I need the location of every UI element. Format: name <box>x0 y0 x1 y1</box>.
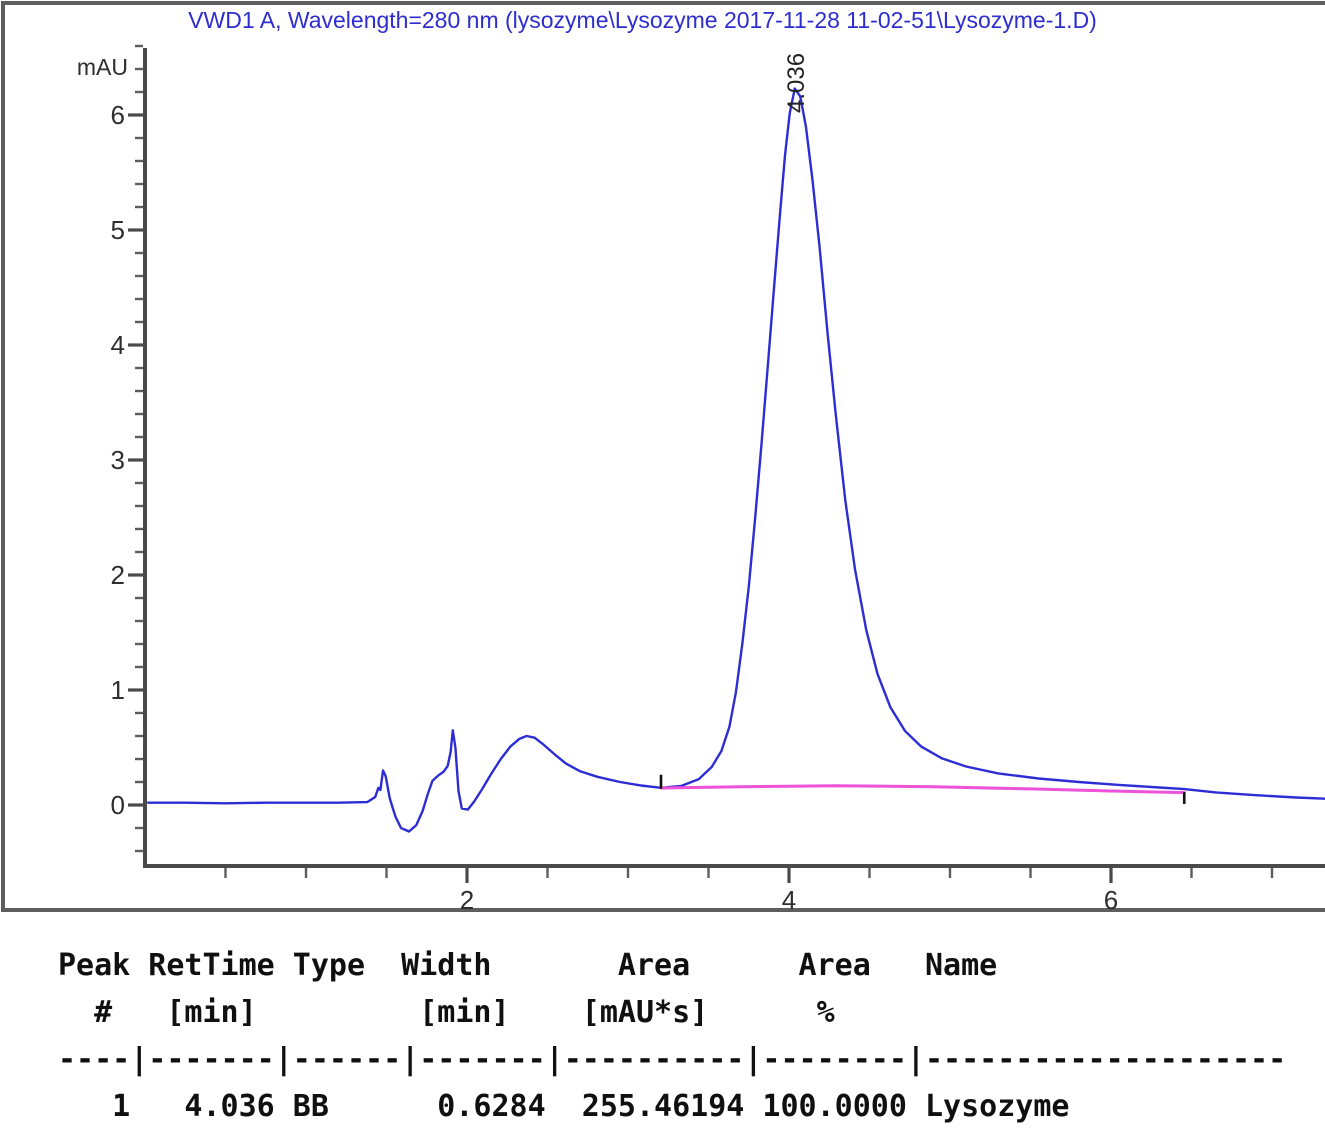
y-axis-tick-label: 5 <box>111 215 125 245</box>
x-axis-tick-label: 6 <box>1104 885 1118 915</box>
peak-retention-label: 4.036 <box>783 53 810 113</box>
peak-table-data-row: 1 4.036 BB 0.6284 255.46194 100.0000 Lys… <box>58 1089 1070 1124</box>
y-axis-tick-label: 0 <box>111 790 125 820</box>
chart-title: VWD1 A, Wavelength=280 nm (lysozyme\Lyso… <box>188 7 1097 33</box>
x-axis-tick-label: 2 <box>460 885 474 915</box>
chromatogram-plot: 0 1 2 3 4 5 6 2 4 6 4.036 <box>111 44 1325 915</box>
peak-table-header-row-1: Peak RetTime Type Width Area Area Name <box>58 948 998 983</box>
y-axis-tick-label: 2 <box>111 560 125 590</box>
y-axis-tick-label: 6 <box>111 100 125 130</box>
y-axis-tick-label: 3 <box>111 445 125 475</box>
integration-baseline <box>659 784 1186 795</box>
signal-trace <box>146 87 1325 833</box>
peak-table-header-row-2: # [min] [min] [mAU*s] % <box>58 995 835 1030</box>
y-axis-unit-label: mAU <box>76 54 128 80</box>
chromatogram-frame <box>1 1 1325 912</box>
peak-table: Peak RetTime Type Width Area Area Name #… <box>58 942 1286 1130</box>
peak-table-separator-row: ----|-------|------|-------|----------|-… <box>58 1042 1287 1077</box>
x-axis-tick-label: 4 <box>782 885 796 915</box>
y-axis-tick-label: 4 <box>111 330 125 360</box>
y-axis-tick-label: 1 <box>111 675 125 705</box>
